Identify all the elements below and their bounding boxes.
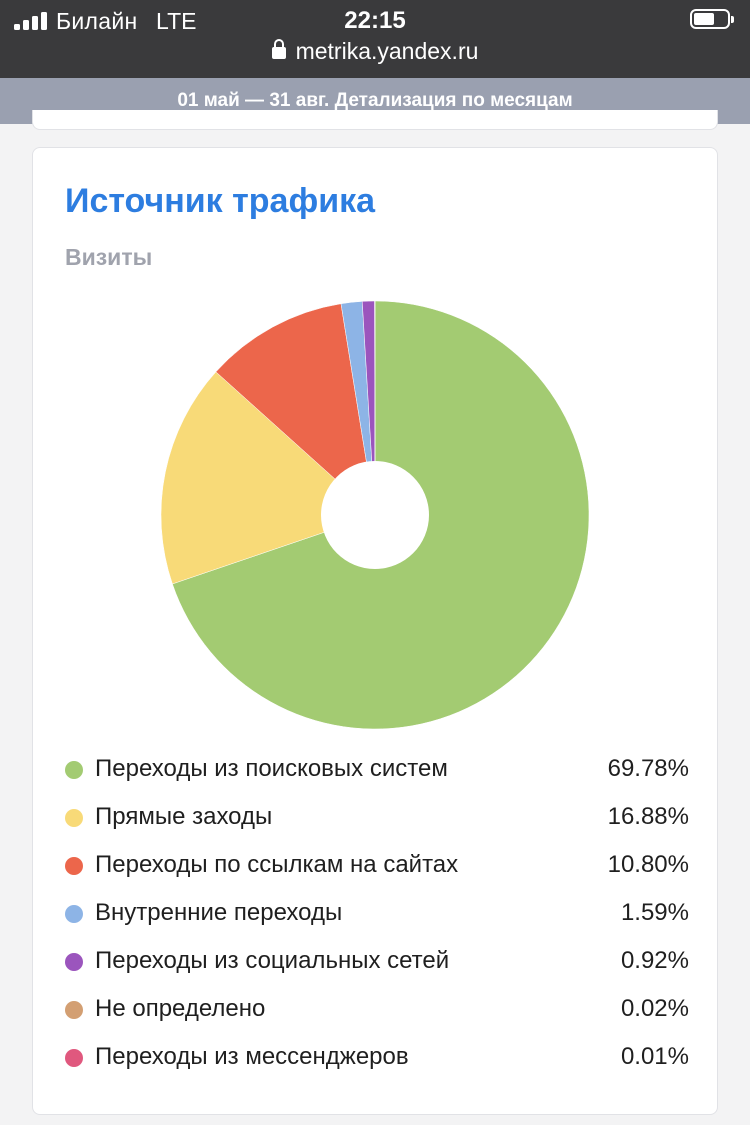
donut-hole <box>321 461 429 569</box>
legend-item-5[interactable]: Не определено 0.02% <box>61 986 691 1034</box>
legend-label: Переходы из поисковых систем <box>95 755 448 782</box>
network-type: LTE <box>156 8 197 34</box>
legend-label: Прямые заходы <box>95 803 273 830</box>
legend-value: 69.78% <box>607 755 689 782</box>
pie-slice-2[interactable] <box>215 303 376 516</box>
legend-item-6[interactable]: Переходы из мессенджеров 0.01% <box>61 1034 691 1082</box>
legend-item-2[interactable]: Переходы по ссылкам на сайтах 10.80% <box>61 842 691 890</box>
legend-dot-icon <box>65 1049 83 1067</box>
legend-dot-icon <box>65 1001 83 1019</box>
battery-icon <box>690 9 734 29</box>
legend-value: 0.02% <box>620 995 689 1022</box>
legend-value: 10.80% <box>607 851 689 878</box>
legend-item-3[interactable]: Внутренние переходы 1.59% <box>61 890 691 938</box>
legend-value: 16.88% <box>607 803 689 830</box>
address-bar[interactable]: metrika.yandex.ru <box>0 38 750 72</box>
legend-dot-icon <box>65 857 83 875</box>
legend-dot-icon <box>65 953 83 971</box>
legend-item-1[interactable]: Прямые заходы 16.88% <box>61 794 691 842</box>
legend-label: Внутренние переходы <box>95 899 343 926</box>
legend-item-4[interactable]: Переходы из социальных сетей 0.92% <box>61 938 691 986</box>
pie-chart <box>160 300 590 730</box>
legend-label: Переходы по ссылкам на сайтах <box>95 851 459 878</box>
carrier-name: Билайн <box>56 8 138 34</box>
legend-value: 1.59% <box>620 899 689 926</box>
clock: 22:15 <box>344 7 406 34</box>
legend-dot-icon <box>65 905 83 923</box>
legend-item-0[interactable]: Переходы из поисковых систем 69.78% <box>61 746 691 794</box>
card-subtitle: Визиты <box>65 244 153 270</box>
signal-icon <box>14 12 50 30</box>
lock-icon <box>271 39 286 59</box>
period-text: 01 май — 31 авг. Детализация по месяцам <box>177 90 573 111</box>
legend-dot-icon <box>65 761 83 779</box>
previous-card <box>32 110 718 130</box>
legend-label: Переходы из социальных сетей <box>95 947 450 974</box>
legend-value: 0.92% <box>620 947 689 974</box>
legend-value: 0.01% <box>620 1043 689 1070</box>
status-bar: Билайн LTE 22:15 metrika.yandex.ru <box>0 0 750 78</box>
legend-label: Не определено <box>95 995 266 1022</box>
chart-legend: Переходы из поисковых систем 69.78% Прямые… <box>61 746 691 1082</box>
pie-slice-1[interactable] <box>160 371 376 585</box>
legend-label: Переходы из мессенджеров <box>95 1043 409 1070</box>
legend-dot-icon <box>65 809 83 827</box>
traffic-source-card: Источник трафика Визиты Переходы из поис… <box>32 147 718 1115</box>
card-title: Источник трафика <box>65 182 376 220</box>
url-text: metrika.yandex.ru <box>295 38 479 64</box>
